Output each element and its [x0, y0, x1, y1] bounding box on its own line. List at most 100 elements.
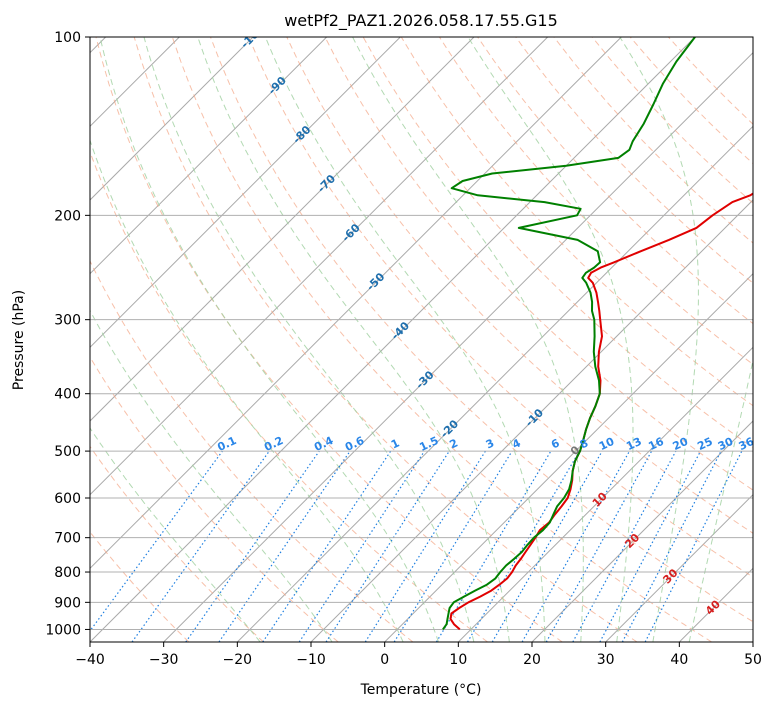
x-tick-label: 40: [670, 652, 688, 668]
x-tick-label: 50: [744, 652, 762, 668]
pressure-gridlines: [90, 37, 753, 630]
isotherm-line: [605, 493, 753, 642]
isotherm-line: [236, 125, 753, 642]
chart-title: wetPf2_PAZ1.2026.058.17.55.G15: [284, 11, 558, 31]
dry-adiabat-line: [515, 37, 753, 284]
y-tick-label: 900: [54, 595, 81, 611]
mixing-ratio-label: 1: [389, 436, 401, 451]
moist-adiabat-line: [619, 37, 699, 642]
y-tick-label: 500: [54, 444, 81, 460]
mixing-ratio-label: 30: [716, 435, 736, 453]
dry-adiabat-line: [210, 37, 753, 623]
mixing-ratio-label: 25: [695, 435, 714, 453]
temperature-profile-line: [449, 192, 753, 631]
moist-adiabat-line: [467, 37, 634, 642]
moist-adiabat-line: [99, 37, 439, 642]
dry-adiabat-line: [668, 37, 753, 125]
mixing-ratio-line: [599, 450, 702, 642]
dry-adiabat-line: [133, 37, 638, 642]
y-axis-label: Pressure (hPa): [11, 290, 27, 390]
dewpoint-profile-line: [442, 37, 696, 630]
dry-adiabat-line: [95, 37, 563, 642]
mixing-ratio-line: [298, 450, 425, 642]
mixing-ratio-label: 20: [671, 435, 691, 453]
mixing-ratio-label: 3: [484, 436, 496, 451]
dry-adiabat-line: [90, 259, 414, 642]
mixing-ratio-line: [364, 450, 486, 642]
mixing-ratio-label: 2: [448, 436, 460, 451]
isotherm-line: [90, 37, 254, 201]
mixing-ratio-label: 16: [646, 435, 666, 453]
y-tick-label: 100: [54, 30, 81, 46]
isotherm-line: [384, 272, 753, 642]
x-tick-label: −10: [296, 652, 326, 668]
background-lines: [90, 37, 753, 642]
x-tick-label: −40: [75, 652, 105, 668]
mixing-ratio-line: [466, 450, 580, 642]
mixing-ratio-line: [325, 450, 450, 642]
dry-adiabat-line: [90, 445, 264, 642]
plot-frame: [89, 36, 754, 643]
y-tick-label: 800: [54, 565, 81, 581]
isotherm-line: [90, 37, 401, 349]
mixing-ratio-line: [218, 450, 351, 642]
dry-adiabat-line: [90, 150, 488, 642]
mixing-ratio-label: 13: [624, 435, 643, 453]
dry-adiabat-line: [171, 37, 712, 642]
isotherm-line: [90, 37, 475, 422]
dry-adiabat-line: [90, 356, 339, 642]
y-tick-label: 200: [54, 208, 81, 224]
mixing-ratio-line: [644, 450, 743, 642]
moist-adiabat-line: [264, 37, 546, 642]
mixing-ratio-line: [572, 450, 677, 642]
x-tick-label: 0: [380, 652, 389, 668]
dry-adiabat-line: [324, 37, 753, 491]
dry-adiabat-line: [90, 531, 190, 642]
x-tick-label: −30: [149, 652, 179, 668]
dry-adiabat-line: [438, 37, 753, 366]
dry-adiabat-line: [286, 37, 753, 534]
isotherm-line: [90, 37, 328, 275]
moist-adiabat-line: [90, 138, 404, 642]
mixing-ratio-line: [521, 450, 631, 642]
mixing-ratio-line: [90, 450, 223, 632]
mixing-ratio-label: 4: [510, 436, 523, 451]
isotherm-line: [90, 37, 549, 496]
moist-adiabat-line: [688, 357, 753, 642]
isotherm-line: [90, 37, 622, 570]
y-tick-label: 600: [54, 491, 81, 507]
line-labels: 0.1 0.2 0.4 0.6 1 1.5 2 3 4 6 8 10 13 16 20 25 30 36-100-…: [215, 37, 757, 618]
isotherm-line: [457, 346, 753, 642]
mixing-ratio-line: [262, 450, 392, 642]
dry-adiabat-line: [248, 37, 753, 578]
x-tick-label: 10: [449, 652, 467, 668]
mixing-ratio-line: [491, 450, 603, 642]
isotherm-line: [752, 641, 753, 642]
dry-adiabat-line: [553, 37, 753, 244]
isotherm-line: [531, 420, 753, 642]
moist-adiabat-line: [143, 37, 475, 642]
dry-adiabat-line: [591, 37, 753, 204]
mixing-ratio-label: 36: [737, 435, 757, 453]
y-tick-label: 400: [54, 387, 81, 403]
isotherm-line: [90, 37, 696, 642]
y-tick-label: 1000: [45, 622, 81, 638]
x-tick-label: 30: [597, 652, 615, 668]
moist-adiabat-line: [352, 37, 584, 642]
x-tick-label: −20: [223, 652, 253, 668]
mixing-ratio-line: [393, 450, 513, 642]
mixing-ratio-line: [545, 450, 653, 642]
mixing-ratio-label: 6: [549, 436, 562, 451]
y-tick-label: 700: [54, 531, 81, 547]
moist-adiabat-line: [197, 37, 510, 642]
sounding-series: [442, 37, 753, 631]
mixing-ratio-label: 10: [597, 435, 617, 453]
x-axis-label: Temperature (°C): [360, 682, 482, 698]
isotherm-line: [678, 567, 753, 642]
x-axis-ticks: −40 −30 −20 −10 0 10 20 30 40 50: [75, 642, 762, 668]
y-tick-label: 300: [54, 313, 81, 329]
y-axis-ticks: 1000 900 800 700 600 500 400 300 200 100: [45, 30, 90, 638]
moist-adiabat-line: [90, 309, 333, 642]
moist-adiabat-line: [90, 427, 261, 642]
